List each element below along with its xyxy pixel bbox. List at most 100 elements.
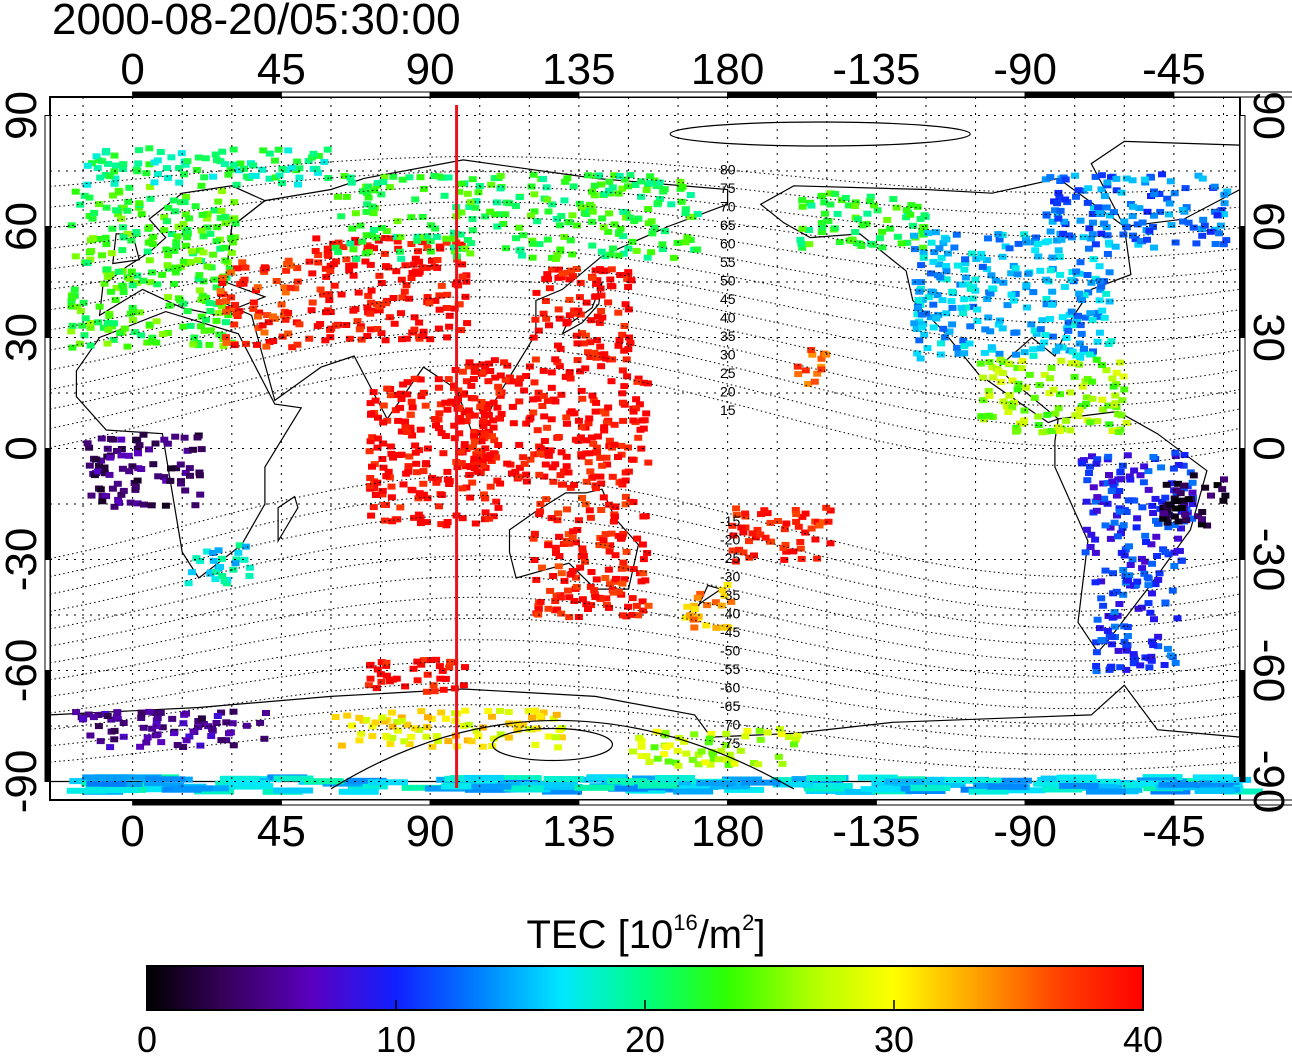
tec-cell-north-america: [1036, 345, 1045, 352]
tec-cell-middle-east: [295, 321, 304, 328]
left-lat-tick-label: 60: [0, 202, 46, 251]
tec-cell-canada-east: [1150, 191, 1159, 198]
tec-cell-africa-equatorial: [87, 492, 96, 499]
tec-cell-southern-ocean: [401, 683, 410, 690]
tec-cell-canada-east: [1088, 231, 1097, 238]
tec-cell-europe: [220, 244, 229, 251]
tec-cell-indian-ocean: [470, 395, 479, 402]
tec-cell-alaska: [869, 241, 877, 248]
tec-cell-central-america: [1088, 378, 1097, 385]
tec-cell-central-asia: [423, 244, 432, 251]
tec-cell-north-asia-sparse: [431, 225, 440, 232]
tec-cell-north-america: [947, 298, 956, 305]
tec-cell-japan-china: [558, 270, 567, 277]
tec-cell-australia: [585, 507, 594, 514]
tec-cell-north-america: [929, 324, 938, 331]
tec-cell-argentina: [1109, 570, 1117, 577]
tec-cell-central-asia: [415, 319, 424, 326]
tec-cell-antarctica-west: [152, 723, 161, 730]
tec-cell-europe: [163, 218, 171, 225]
tec-cell-central-america: [979, 397, 988, 404]
tec-cell-brazil-east: [1189, 472, 1198, 479]
geomag-contour: [49, 534, 1241, 629]
tec-cell-north-asia-sparse: [530, 191, 539, 198]
tec-cell-indian-ocean: [386, 443, 395, 450]
tec-cell-south-pole-band: [673, 788, 714, 795]
tec-cell-japan-china: [626, 340, 635, 347]
tec-cell-north-america: [995, 350, 1004, 357]
tec-cell-europe: [147, 338, 156, 345]
tec-cell-middle-east: [222, 339, 231, 346]
tec-cell-south-pole-band: [991, 777, 1032, 784]
tec-cell-antarctica-east: [552, 711, 561, 718]
tec-cell-north-europe-scatter: [307, 154, 316, 161]
tec-cell-argentina: [1114, 647, 1123, 654]
tec-cell-south-america-north: [1174, 462, 1183, 468]
tec-cell-south-pole-band: [772, 781, 813, 788]
tec-cell-se-asia: [577, 423, 586, 430]
tec-cell-canada-east: [1134, 241, 1143, 248]
tec-cell-north-asia-sparse: [449, 244, 458, 251]
tec-cell-alaska: [893, 233, 902, 240]
tec-cell-central-asia: [409, 261, 418, 268]
tec-cell-africa-equatorial: [183, 447, 192, 454]
tec-cell-central-asia: [458, 273, 467, 280]
tec-cell-indian-ocean: [437, 521, 446, 528]
tec-cell-japan-china: [569, 273, 577, 280]
tec-cell-indian-ocean: [391, 516, 400, 523]
tec-cell-north-asia-sparse: [456, 231, 465, 238]
tec-cell-alaska: [876, 235, 884, 242]
tec-cell-north-asia-sparse: [681, 206, 690, 213]
tec-cell-se-asia: [540, 438, 549, 444]
tec-cell-south-america-north: [1079, 457, 1088, 464]
tec-cell-central-america: [1049, 386, 1058, 393]
tec-cell-central-america: [1099, 406, 1107, 413]
tec-cell-alaska: [906, 211, 915, 218]
tec-cell-pacific-islands: [767, 538, 775, 545]
tec-cell-south-pole-band: [1086, 788, 1126, 795]
tec-cell-japan-china: [539, 310, 548, 317]
geomag-contour-label: 50: [720, 273, 736, 289]
tec-cell-japan-china: [545, 285, 554, 292]
tec-cell-argentina: [1144, 600, 1153, 607]
tec-cell-north-asia-sparse: [348, 225, 357, 232]
tec-cell-middle-east: [227, 294, 236, 301]
tec-cell-north-america: [1022, 282, 1031, 288]
tec-cell-central-asia: [330, 282, 339, 289]
tec-cell-se-asia: [604, 404, 613, 411]
tec-cell-central-asia: [457, 241, 466, 248]
tec-cell-europe: [194, 257, 203, 264]
tec-cell-europe: [108, 225, 117, 232]
tec-cell-antarctica-east: [461, 707, 470, 714]
tec-cell-europe: [225, 265, 234, 272]
tec-cell-europe: [195, 287, 204, 294]
tec-cell-se-asia: [462, 378, 471, 385]
tec-cell-south-america-north: [1144, 468, 1153, 475]
tec-cell-new-zealand: [681, 614, 690, 621]
tec-cell-canada-east: [1165, 200, 1174, 207]
tec-cell-europe: [88, 215, 97, 222]
tec-cell-japan-china: [625, 334, 633, 341]
tec-cell-japan-china: [570, 310, 579, 317]
tec-cell-north-asia-sparse: [552, 255, 560, 262]
geomag-contour: [49, 660, 1241, 725]
tec-cell-new-zealand: [696, 590, 705, 597]
colorbar-ticks: 0 10 20 30 40: [137, 1000, 1163, 1057]
tec-cell-antarctica-west: [148, 725, 157, 732]
tec-cell-antarctica-west: [153, 715, 162, 721]
tec-cell-north-america: [1042, 301, 1051, 308]
tec-cell-north-america: [1095, 277, 1104, 284]
tec-cell-alaska: [883, 216, 892, 223]
tec-cell-canada-east: [1198, 232, 1207, 239]
tec-cell-japan-china: [578, 330, 586, 337]
tec-cell-central-asia: [354, 289, 363, 296]
tec-cell-canada-east: [1089, 219, 1097, 226]
tec-cell-north-asia-sparse: [588, 208, 597, 215]
tec-cell-se-asia: [543, 424, 552, 431]
tec-cell-australia: [601, 575, 610, 581]
tec-cell-se-asia: [539, 367, 548, 374]
tec-cell-central-asia: [435, 292, 444, 299]
tec-cell-antarctica-west: [179, 744, 188, 750]
tec-cell-north-america: [1048, 254, 1057, 261]
tec-cell-japan-china: [591, 293, 600, 300]
